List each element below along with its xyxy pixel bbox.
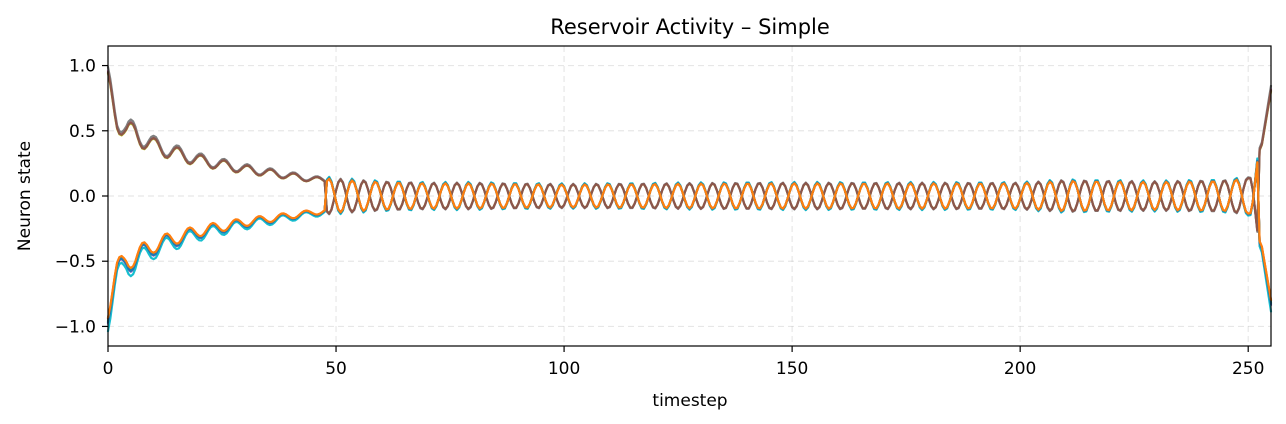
neuron-series-line: [106, 72, 1273, 232]
y-tick-label: 0.0: [69, 187, 96, 207]
chart-title: Reservoir Activity – Simple: [550, 15, 830, 39]
series-lines: [106, 65, 1273, 333]
neuron-series-line: [106, 70, 1273, 232]
x-tick-label: 150: [776, 359, 808, 379]
y-tick-label: 0.5: [69, 122, 96, 142]
x-tick-label: 200: [1004, 359, 1036, 379]
y-axis-ticks: 1.0 0.5 0.0 −0.5 −1.0: [55, 57, 108, 337]
x-tick-label: 0: [103, 359, 114, 379]
x-axis-label: timestep: [652, 391, 727, 411]
neuron-series-line: [106, 160, 1273, 323]
y-tick-label: −1.0: [55, 317, 96, 337]
grid: [107, 46, 1271, 346]
y-tick-label: 1.0: [69, 57, 96, 77]
x-axis-ticks: 0 50 100 150 200 250: [103, 346, 1264, 379]
y-axis-label: Neuron state: [15, 141, 35, 251]
neuron-series-line: [106, 160, 1273, 320]
y-tick-label: −0.5: [55, 252, 96, 272]
x-tick-label: 250: [1232, 359, 1264, 379]
neuron-series-line: [106, 161, 1273, 319]
x-tick-label: 50: [325, 359, 347, 379]
x-tick-label: 100: [548, 359, 580, 379]
